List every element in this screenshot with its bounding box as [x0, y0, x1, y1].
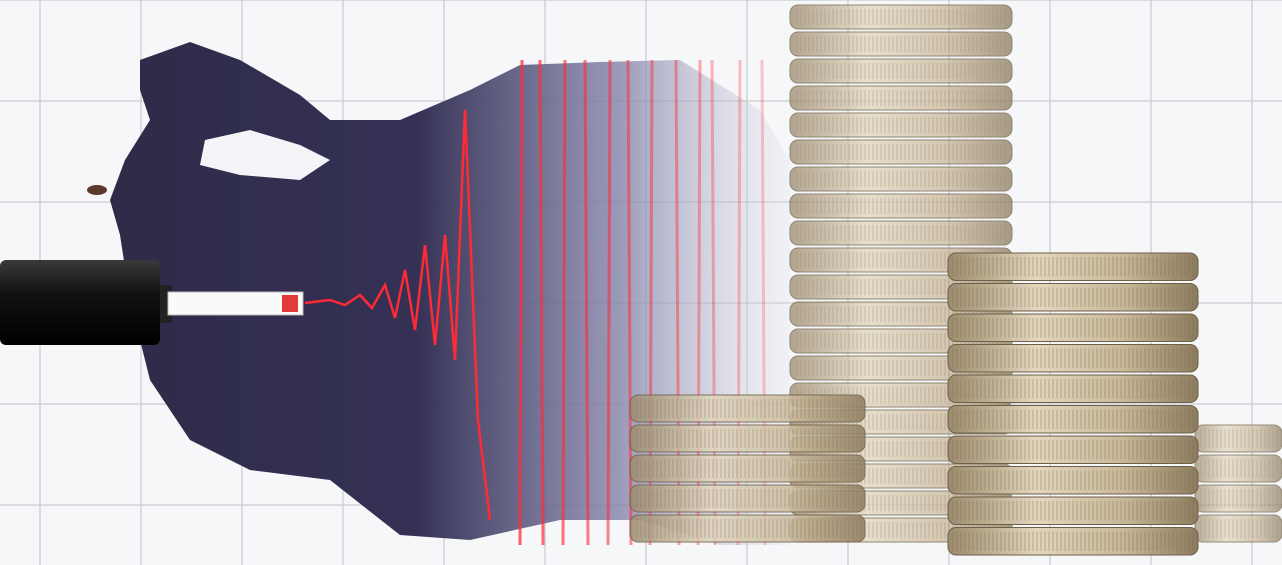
seismic-line [538, 59, 545, 546]
coin [629, 424, 866, 453]
coin-ridges [1199, 489, 1278, 508]
pen-tip [167, 291, 304, 316]
coin-ridges [952, 348, 1194, 368]
seismic-lines [518, 59, 767, 546]
coin [789, 139, 1013, 165]
coin [947, 313, 1199, 342]
coin-ridges [794, 36, 1008, 52]
coin [629, 484, 866, 513]
coin-ridges [952, 287, 1194, 307]
coin [947, 252, 1199, 281]
coin [1194, 424, 1282, 453]
coin [1194, 514, 1282, 543]
coin-ridges [1199, 459, 1278, 478]
coin [789, 220, 1013, 246]
coin-ridges [634, 489, 861, 508]
coin-ridges [794, 225, 1008, 241]
coin [947, 435, 1199, 464]
coin-ridges [794, 144, 1008, 160]
coin-ridges [794, 117, 1008, 133]
coin-ridges [634, 399, 861, 418]
coin [947, 466, 1199, 495]
seismic-line [518, 59, 524, 546]
coin [947, 405, 1199, 434]
coin-ridges [952, 409, 1194, 429]
pen-nib [282, 295, 298, 312]
coin [629, 394, 866, 423]
coin [947, 374, 1199, 403]
coin [947, 344, 1199, 373]
seismic-line [561, 59, 567, 546]
coin-ridges [634, 429, 861, 448]
coin [789, 58, 1013, 84]
recorder-arm [0, 260, 160, 345]
seismograph-trace [304, 109, 492, 521]
seismic-line [583, 59, 590, 546]
coin [947, 496, 1199, 525]
coin-ridges [794, 90, 1008, 106]
coin-ridges [1199, 429, 1278, 448]
coin [629, 454, 866, 483]
coin-stacks [629, 4, 1282, 556]
seismic-line [606, 59, 612, 546]
coin [789, 31, 1013, 57]
coin [1194, 484, 1282, 513]
coin-ridges [952, 440, 1194, 460]
coin-ridges [1199, 519, 1278, 538]
coin-ridges [952, 501, 1194, 521]
coin-ridges [634, 459, 861, 478]
coin-ridges [794, 171, 1008, 187]
coin-ridges [952, 257, 1194, 277]
sea-of-marmara [200, 130, 330, 180]
coin-ridges [794, 9, 1008, 25]
coin [789, 85, 1013, 111]
coin [629, 514, 866, 543]
coin-ridges [634, 519, 861, 538]
coin-ridges [952, 379, 1194, 399]
coin [789, 4, 1013, 30]
coin [1194, 454, 1282, 483]
coin [789, 166, 1013, 192]
coin-ridges [952, 531, 1194, 551]
coin-ridges [794, 63, 1008, 79]
coin-ridges [952, 470, 1194, 490]
coin [789, 193, 1013, 219]
coin-ridges [952, 318, 1194, 338]
coin-ridges [794, 198, 1008, 214]
coin [789, 112, 1013, 138]
island [87, 185, 107, 195]
coin [947, 527, 1199, 556]
coin [947, 283, 1199, 312]
